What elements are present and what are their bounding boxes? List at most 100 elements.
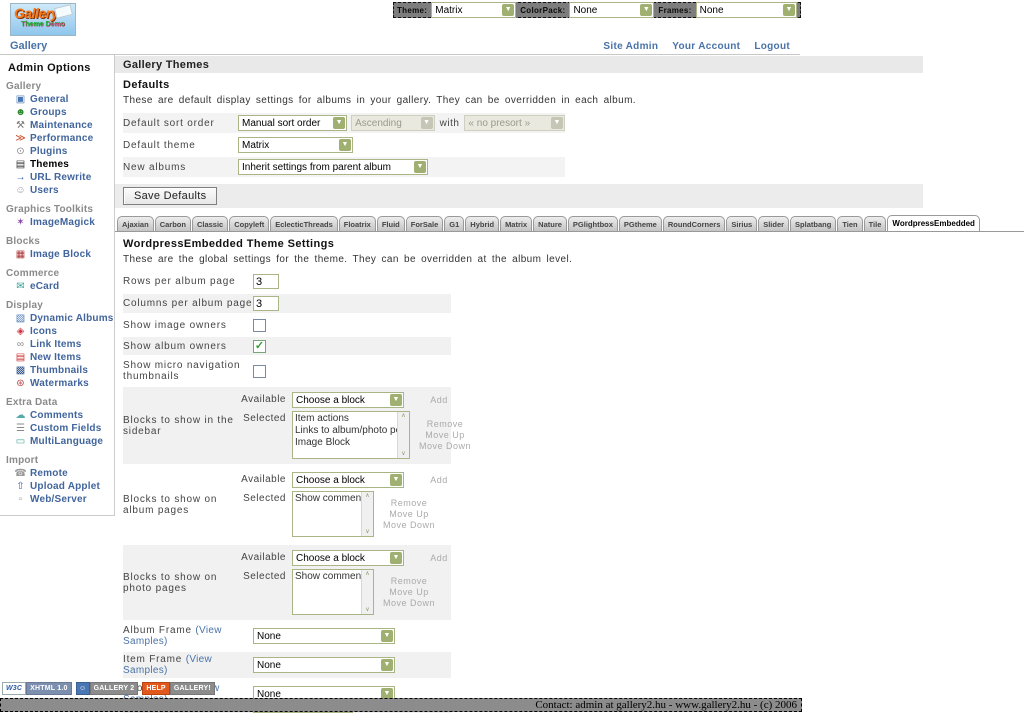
move-up-action[interactable]: Move Up <box>425 429 465 440</box>
sidebar-item-icons[interactable]: ◈ Icons <box>14 326 114 338</box>
show-micro-nav-checkbox[interactable]: ✓ <box>253 364 266 378</box>
remove-action[interactable]: Remove <box>390 497 428 508</box>
tab-classic[interactable]: Classic <box>191 216 229 231</box>
move-down-action[interactable]: Move Down <box>382 519 436 530</box>
tab-eclecticthreads[interactable]: EclecticThreads <box>270 216 338 231</box>
frames-select[interactable]: None ▼ <box>695 2 797 18</box>
show-image-owners-row: Show image owners ✓ <box>123 316 451 334</box>
tab-forsale[interactable]: ForSale <box>405 216 444 231</box>
list-option[interactable]: Show comments <box>295 571 361 582</box>
move-down-action[interactable]: Move Down <box>418 440 472 451</box>
sidebar-item-users[interactable]: ☺ Users <box>15 185 59 196</box>
scrollbar[interactable]: ∧ ∨ <box>361 570 373 614</box>
album-frame-select[interactable]: None ▼ <box>253 628 395 644</box>
sidebar-item-multilanguage[interactable]: ▭ MultiLanguage <box>15 436 104 447</box>
sort-order-select[interactable]: Manual sort order ▼ <box>238 115 348 131</box>
show-album-owners-checkbox[interactable]: ✓ <box>253 339 266 353</box>
colorpack-select[interactable]: None ▼ <box>569 2 655 18</box>
tab-pglightbox[interactable]: PGlightbox <box>567 216 618 231</box>
tab-copyleft[interactable]: Copyleft <box>229 216 270 231</box>
tab-sirius[interactable]: Sirius <box>726 216 758 231</box>
tab-hybrid[interactable]: Hybrid <box>465 216 500 231</box>
columns-per-page-row: Columns per album page <box>123 294 451 313</box>
tab-tile[interactable]: Tile <box>863 216 887 231</box>
sidebar-item-themes[interactable]: ▤ Themes <box>15 159 69 170</box>
header: Gallery Theme Demo Theme: Matrix ▼ ColorP… <box>0 0 1024 38</box>
available-blocks-select[interactable]: Choose a block ▼ <box>292 550 404 566</box>
tab-tien[interactable]: Tien <box>837 216 863 231</box>
field-label: Show micro navigation thumbnails <box>123 360 241 382</box>
sidebar-item-remote[interactable]: ☎ Remote <box>14 468 68 479</box>
sidebar-item-upload-applet[interactable]: ⇧ Upload Applet <box>14 481 114 493</box>
tab-slider[interactable]: Slider <box>758 216 790 231</box>
rows-per-page-input[interactable] <box>253 274 279 289</box>
sidebar-item-plugins[interactable]: ⊙ Plugins <box>14 146 114 158</box>
tab-splatbang[interactable]: Splatbang <box>790 216 837 231</box>
selected-blocks-list[interactable]: Show comments ∧∨ <box>292 569 374 615</box>
tab-pgtheme[interactable]: PGtheme <box>618 216 662 231</box>
theme-select[interactable]: Matrix ▼ <box>431 2 517 18</box>
view-samples-link[interactable]: (View Samples) <box>123 654 213 676</box>
available-blocks-select[interactable]: Choose a block ▼ <box>292 472 404 488</box>
sidebar-item-imagemagick[interactable]: ✶ ImageMagick <box>14 217 114 229</box>
sidebar-item-performance[interactable]: ≫ Performance <box>15 133 94 144</box>
view-samples-link[interactable]: (View Samples) <box>123 625 222 647</box>
sidebar-item-dynamic-albums[interactable]: ▧ Dynamic Albums <box>15 313 114 324</box>
move-up-action[interactable]: Move Up <box>389 508 429 519</box>
sidebar-item-comments[interactable]: ☁ Comments <box>15 410 84 421</box>
url-rewrite-icon: → <box>15 172 26 183</box>
sidebar-item-ecard[interactable]: ✉ eCard <box>14 281 114 293</box>
scrollbar[interactable]: ∧ ∨ <box>361 492 373 536</box>
list-option[interactable]: Image Block <box>295 437 351 448</box>
add-action[interactable]: Add <box>430 394 448 405</box>
your-account-link[interactable]: Your Account <box>672 41 741 52</box>
w3c-xhtml-badge[interactable]: W3C XHTML 1.0 <box>2 682 72 695</box>
item-frame-select[interactable]: None ▼ <box>253 657 395 673</box>
sidebar-item-web-server[interactable]: ▫ Web/Server <box>14 494 114 506</box>
new-albums-select[interactable]: Inherit settings from parent album ▼ <box>238 159 428 175</box>
sidebar-item-general[interactable]: ▣ General <box>15 94 69 105</box>
sidebar-item-thumbnails[interactable]: ▩ Thumbnails <box>15 365 89 376</box>
sidebar-item-url-rewrite[interactable]: → URL Rewrite <box>15 172 92 183</box>
save-defaults-button[interactable]: Save Defaults <box>123 187 218 205</box>
list-option[interactable]: Links to album/photo peers <box>295 425 397 436</box>
move-up-action[interactable]: Move Up <box>389 586 429 597</box>
move-down-action[interactable]: Move Down <box>382 597 436 608</box>
list-option[interactable]: Item actions <box>295 413 349 424</box>
tab-fluid[interactable]: Fluid <box>376 216 405 231</box>
tab-wordpressembedded[interactable]: WordpressEmbedded <box>887 215 980 231</box>
site-admin-link[interactable]: Site Admin <box>603 41 659 52</box>
remove-action[interactable]: Remove <box>390 575 428 586</box>
available-blocks-select[interactable]: Choose a block ▼ <box>292 392 404 408</box>
breadcrumb[interactable]: Gallery <box>10 40 48 52</box>
sidebar-item-custom-fields[interactable]: ☰ Custom Fields <box>14 423 114 435</box>
tab-floatrix[interactable]: Floatrix <box>338 216 376 231</box>
gallery2-badge[interactable]: ☺ GALLERY 2 <box>75 682 139 695</box>
tab-carbon[interactable]: Carbon <box>154 216 191 231</box>
field-label: Blocks to show on album pages <box>123 493 218 516</box>
scrollbar[interactable]: ∧ ∨ <box>397 412 409 458</box>
sidebar-item-image-block[interactable]: ▦ Image Block <box>15 249 92 260</box>
sidebar-item-new-items[interactable]: ▤ New Items <box>15 352 82 363</box>
show-image-owners-checkbox[interactable]: ✓ <box>253 318 266 332</box>
tab-nature[interactable]: Nature <box>533 216 567 231</box>
selected-blocks-list[interactable]: Show comments ∧∨ <box>292 491 374 537</box>
add-action[interactable]: Add <box>430 474 448 485</box>
tab-ajaxian[interactable]: Ajaxian <box>117 216 154 231</box>
sidebar-item-maintenance[interactable]: ⚒ Maintenance <box>14 120 114 132</box>
list-option[interactable]: Show comments <box>295 493 361 504</box>
columns-per-page-input[interactable] <box>253 296 279 311</box>
tab-g1[interactable]: G1 <box>444 216 465 231</box>
help-gallery-badge[interactable]: HELP GALLERY! <box>142 682 215 695</box>
gallery-logo[interactable]: Gallery Theme Demo <box>10 3 76 36</box>
tab-roundcorners[interactable]: RoundCorners <box>662 216 726 231</box>
remove-action[interactable]: Remove <box>426 418 464 429</box>
sidebar-item-watermarks[interactable]: ⊛ Watermarks <box>14 378 114 390</box>
logout-link[interactable]: Logout <box>754 41 790 52</box>
default-theme-select[interactable]: Matrix ▼ <box>238 137 353 153</box>
sidebar-item-groups[interactable]: ☻ Groups <box>15 107 67 118</box>
add-action[interactable]: Add <box>430 552 448 563</box>
selected-blocks-list[interactable]: Item actions Links to album/photo peers … <box>292 411 410 459</box>
sidebar-item-link-items[interactable]: ∞ Link Items <box>14 339 114 351</box>
tab-matrix[interactable]: Matrix <box>500 216 533 231</box>
